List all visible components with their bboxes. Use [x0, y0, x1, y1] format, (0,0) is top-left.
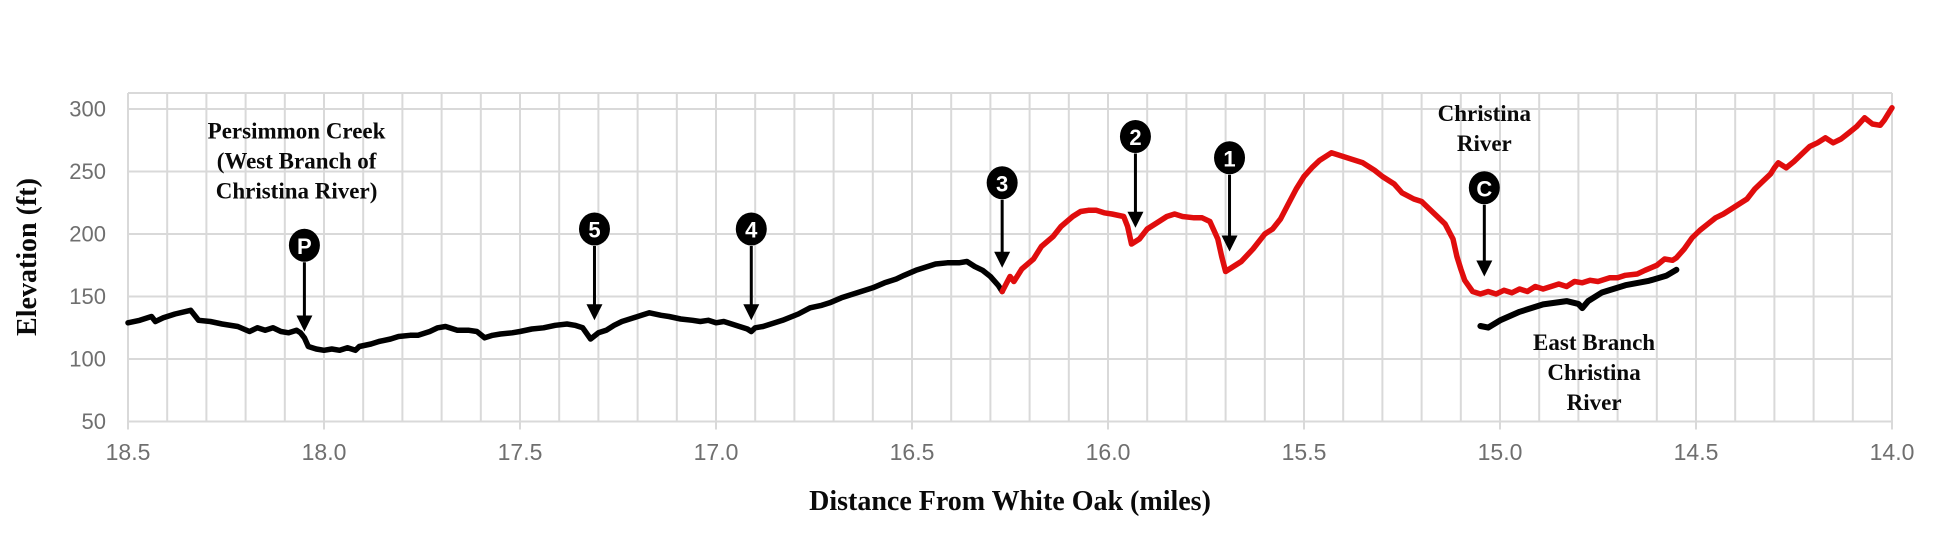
marker-4: 4 [735, 212, 767, 321]
marker-P: P [288, 228, 320, 332]
persimmon-creek-label-line: Christina River) [216, 179, 378, 204]
marker-arrowhead-icon [1127, 211, 1144, 228]
marker-arrowhead-icon [743, 304, 760, 321]
y-tick-label: 250 [69, 159, 106, 184]
christina-river-label: Christina River [1438, 101, 1532, 156]
marker-3: 3 [986, 166, 1018, 268]
christina-river-label-line: Christina [1438, 101, 1532, 126]
text-annotations: Persimmon Creek (West Branch of Christina … [208, 101, 1656, 415]
east-branch-label-line: Christina [1547, 360, 1641, 385]
y-tick-label: 300 [69, 97, 106, 122]
persimmon-creek-label: Persimmon Creek (West Branch of Christina … [208, 119, 386, 204]
marker-circle [288, 228, 320, 262]
brace-stroke [1477, 266, 1680, 331]
marker-label: 3 [996, 171, 1008, 196]
marker-arrowhead-icon [1476, 260, 1493, 277]
red-segment-path [999, 105, 1895, 297]
point-markers: P 5 4 3 2 1 C [288, 120, 1500, 332]
black-segment-path [125, 258, 1005, 354]
marker-circle [1468, 171, 1500, 205]
x-tick-label: 14.0 [1870, 439, 1915, 465]
marker-arrowhead-icon [994, 251, 1011, 268]
x-tick-label: 18.0 [302, 439, 347, 465]
gridlines [127, 92, 1893, 430]
east-branch-brace [1477, 266, 1680, 331]
marker-label: 5 [588, 218, 600, 243]
christina-river-label-line: River [1457, 131, 1512, 156]
marker-arrowhead-icon [586, 304, 603, 321]
marker-circle [1214, 141, 1246, 175]
x-tick-label: 17.0 [694, 439, 739, 465]
y-tick-label: 150 [69, 284, 106, 309]
east-branch-label-line: River [1567, 390, 1622, 415]
x-tick-label: 16.0 [1086, 439, 1131, 465]
x-tick-label: 15.0 [1478, 439, 1523, 465]
marker-label: C [1476, 176, 1492, 201]
x-axis-title: Distance From White Oak (miles) [809, 486, 1211, 517]
marker-circle [735, 212, 767, 246]
marker-5: 5 [578, 212, 610, 321]
marker-arrowhead-icon [1221, 235, 1238, 252]
marker-circle [986, 166, 1018, 200]
x-tick-label: 14.5 [1674, 439, 1719, 465]
marker-C: C [1468, 171, 1500, 277]
y-axis-title: Elevation (ft) [12, 178, 43, 336]
profile-line [125, 105, 1895, 354]
east-branch-label: East Branch Christina River [1533, 330, 1655, 415]
x-tick-label: 15.5 [1282, 439, 1327, 465]
x-tick-label: 16.5 [890, 439, 935, 465]
marker-circle [578, 212, 610, 246]
x-tick-label: 17.5 [498, 439, 543, 465]
marker-1: 1 [1214, 141, 1246, 252]
y-tick-label: 100 [69, 347, 106, 372]
x-tick-label: 18.5 [106, 439, 151, 465]
marker-arrowhead-icon [296, 315, 313, 332]
marker-label: 2 [1129, 125, 1141, 150]
marker-label: 1 [1223, 146, 1235, 171]
marker-label: P [297, 234, 312, 259]
persimmon-creek-label-line: Persimmon Creek [208, 119, 386, 144]
east-branch-label-line: East Branch [1533, 330, 1655, 355]
marker-circle [1119, 120, 1151, 153]
marker-2: 2 [1119, 120, 1151, 228]
persimmon-creek-label-line: (West Branch of [217, 149, 377, 174]
marker-label: 4 [745, 218, 758, 243]
y-tick-label: 50 [82, 409, 106, 434]
y-tick-label: 200 [69, 222, 106, 247]
